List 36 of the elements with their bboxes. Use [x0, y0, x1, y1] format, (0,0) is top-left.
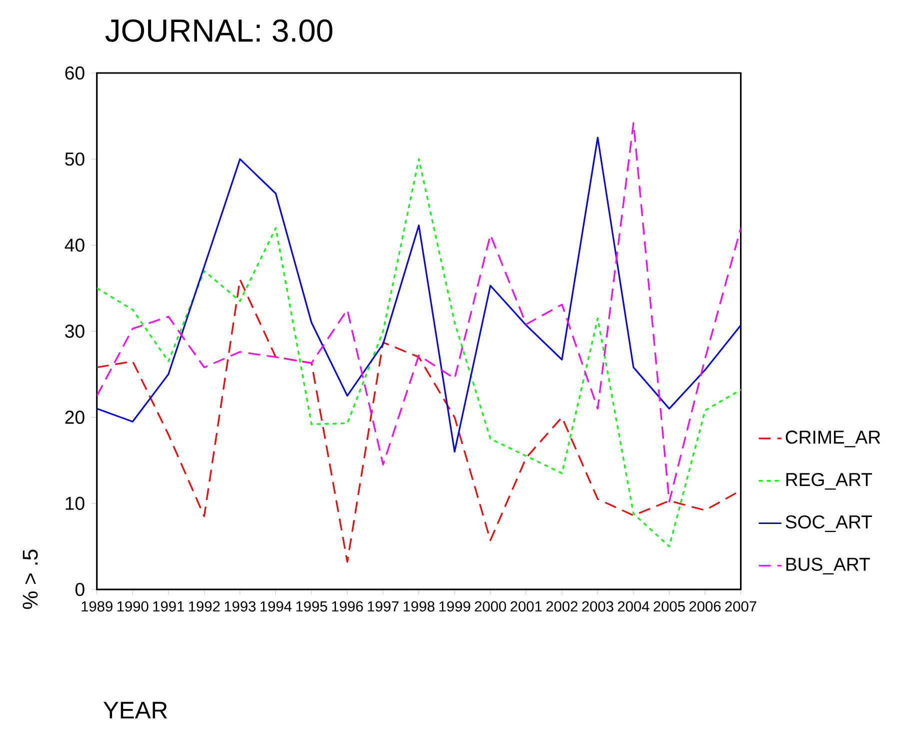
- x-tick-label: 1995: [296, 601, 328, 612]
- x-tick-label: 1997: [368, 601, 399, 612]
- x-tick-label: 1989: [82, 601, 112, 612]
- line-series: [96, 136, 741, 453]
- y-tick-label: 10: [66, 496, 84, 510]
- y-tick-label: 30: [65, 324, 84, 338]
- x-axis-title: YEAR: [103, 702, 168, 719]
- line-series: [96, 158, 741, 548]
- x-tick-label: 2000: [474, 601, 506, 612]
- x-tick-label: 1991: [153, 601, 184, 612]
- y-tick-label: 0: [75, 582, 84, 596]
- y-tick-label: 20: [65, 410, 84, 424]
- y-tick-label: 40: [64, 238, 84, 252]
- x-tick-label: 2003: [582, 601, 614, 612]
- x-tick-label: 1993: [224, 601, 256, 612]
- legend-label: REG_ART: [786, 473, 872, 490]
- x-tick-label: 1999: [439, 601, 470, 612]
- line-series: [96, 122, 741, 503]
- x-tick-label: 1994: [260, 601, 292, 612]
- x-tick-label: 2005: [654, 601, 685, 612]
- y-axis-title: % > .5: [22, 550, 38, 610]
- legend-label: CRIME_AR: [786, 430, 880, 448]
- x-tick-label: 2006: [689, 601, 721, 612]
- chart-title: JOURNAL: 3.00: [105, 20, 332, 42]
- y-tick-label: 50: [65, 152, 84, 166]
- x-tick-label: 2004: [618, 601, 650, 612]
- legend-label: SOC_ART: [786, 516, 872, 532]
- legend-label: BUS_ART: [786, 558, 870, 575]
- x-tick-label: 1990: [117, 601, 148, 612]
- x-tick-label: 1998: [404, 601, 434, 612]
- x-tick-label: 1992: [189, 601, 220, 612]
- x-tick-label: 2001: [510, 601, 542, 612]
- y-tick-label: 60: [65, 66, 84, 80]
- x-tick-label: 2002: [546, 601, 578, 612]
- x-tick-label: 1996: [332, 601, 363, 612]
- x-tick-label: 2007: [725, 601, 756, 612]
